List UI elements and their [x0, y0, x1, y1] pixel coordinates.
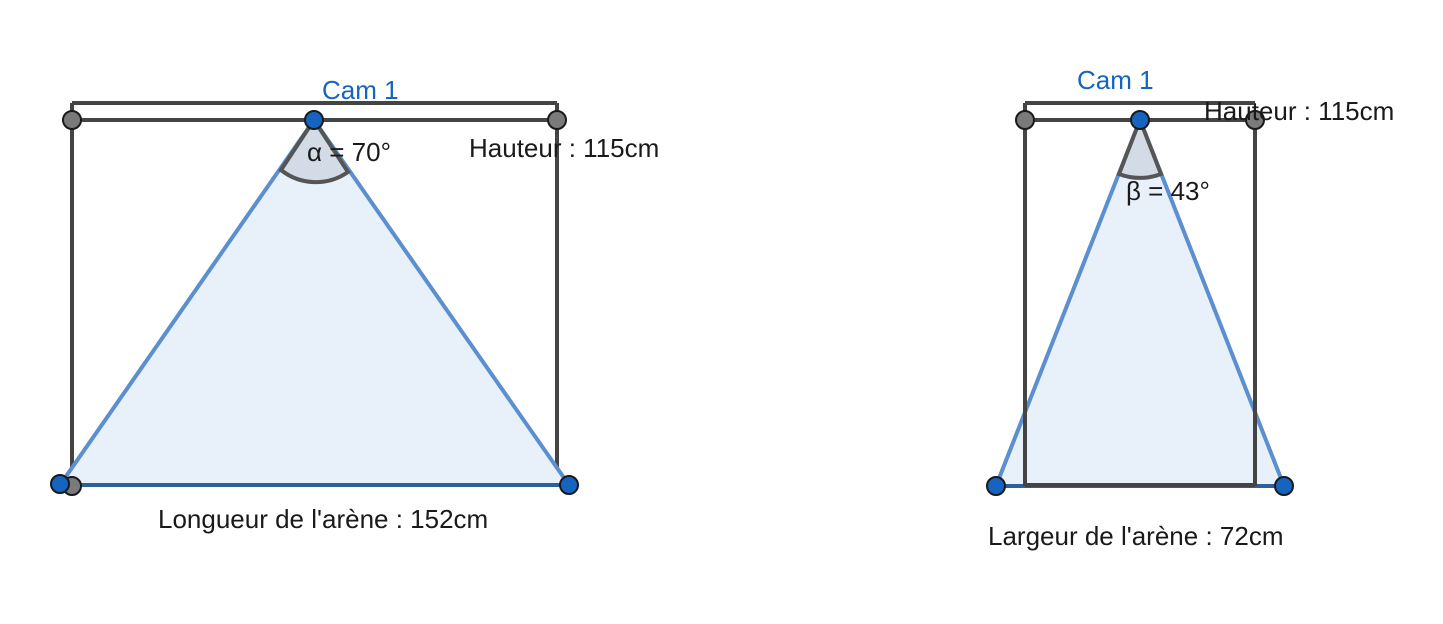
right-angle-arc — [1116, 114, 1164, 180]
right-height-label: Hauteur : 115cm — [1204, 96, 1394, 126]
right-point-top-left[interactable] — [1015, 110, 1035, 130]
right-camera-point[interactable] — [1130, 110, 1150, 130]
left-point-top-left[interactable] — [62, 110, 82, 130]
left-angle-label: α = 70° — [307, 137, 391, 167]
right-camera-label: Cam 1 — [1077, 65, 1154, 95]
right-point-top-right[interactable] — [1245, 110, 1265, 130]
left-point-cone-right[interactable] — [559, 475, 579, 495]
right-point-cone-right[interactable] — [1274, 476, 1294, 496]
left-point-top-right[interactable] — [547, 110, 567, 130]
left-angle-arc — [278, 116, 351, 185]
left-camera-point[interactable] — [304, 110, 324, 130]
right-point-cone-left[interactable] — [986, 476, 1006, 496]
left-length-label: Longueur de l'arène : 152cm — [158, 504, 488, 534]
left-camera-label: Cam 1 — [322, 75, 399, 105]
right-width-label: Largeur de l'arène : 72cm — [988, 521, 1283, 551]
right-angle-label: β = 43° — [1126, 176, 1210, 206]
left-point-cone-left[interactable] — [50, 474, 70, 494]
left-view: Cam 1 α = 70° Hauteur : 115cm Longueur d… — [50, 75, 659, 534]
left-height-label: Hauteur : 115cm — [469, 133, 659, 163]
right-view: Cam 1 β = 43° Hauteur : 115cm Largeur de… — [986, 65, 1394, 551]
